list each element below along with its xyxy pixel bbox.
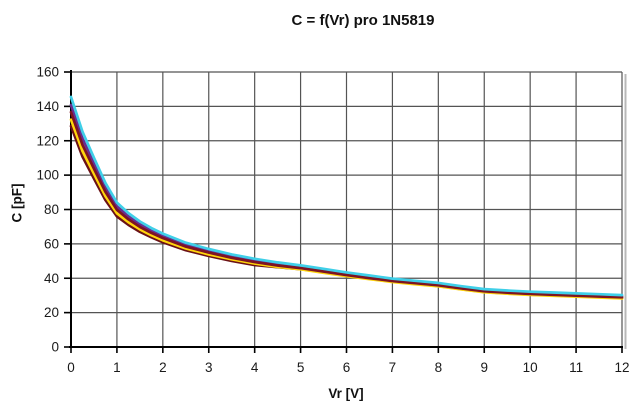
x-axis-label: Vr [V] [328, 386, 364, 401]
x-tick-label: 12 [614, 360, 629, 375]
x-tick-label: 3 [205, 360, 213, 375]
x-tick-label: 9 [480, 360, 488, 375]
x-tick-label: 5 [297, 360, 305, 375]
x-tick-label: 11 [569, 360, 583, 375]
y-tick-label: 160 [36, 65, 59, 80]
y-tick-label: 20 [44, 305, 59, 320]
x-tick-label: 7 [389, 360, 397, 375]
x-tick-label: 4 [251, 360, 259, 375]
x-tick-label: 0 [67, 360, 75, 375]
y-tick-label: 80 [44, 202, 59, 217]
x-tick-label: 1 [113, 360, 121, 375]
y-tick-label: 60 [44, 236, 59, 251]
x-tick-label: 10 [523, 360, 538, 375]
curve-turquoise [69, 95, 624, 297]
x-tick-label: 8 [435, 360, 443, 375]
chart-title: C = f(Vr) pro 1N5819 [291, 12, 435, 29]
y-tick-label: 0 [51, 340, 59, 355]
y-tick-label: 40 [44, 271, 59, 286]
y-tick-label: 100 [36, 168, 59, 183]
y-tick-label: 140 [36, 99, 59, 114]
x-tick-label: 6 [343, 360, 351, 375]
x-tick-label: 2 [159, 360, 167, 375]
y-tick-label: 120 [36, 133, 59, 148]
curve-dark-red [69, 110, 624, 299]
